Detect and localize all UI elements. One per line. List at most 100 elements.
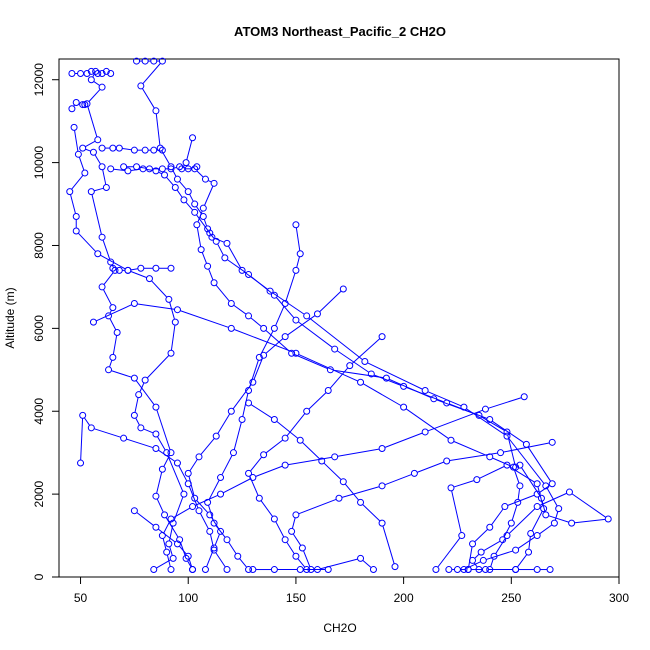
- series-segment: [449, 452, 498, 461]
- data-point: [92, 67, 100, 75]
- data-point: [94, 250, 102, 258]
- series-segment: [451, 490, 462, 533]
- data-point: [167, 264, 175, 272]
- series-segment: [228, 542, 237, 554]
- data-point: [167, 349, 175, 357]
- series-3: [66, 123, 188, 574]
- data-point: [193, 221, 201, 229]
- data-point: [507, 519, 515, 527]
- data-point: [270, 416, 278, 424]
- series-segment: [102, 240, 111, 260]
- data-point: [109, 264, 117, 272]
- data-point: [165, 540, 173, 548]
- data-point: [234, 552, 242, 560]
- data-point: [367, 370, 375, 378]
- data-point: [479, 556, 487, 564]
- series-segment: [295, 227, 301, 251]
- data-point: [270, 291, 278, 299]
- data-point: [245, 399, 253, 407]
- data-point: [447, 436, 455, 444]
- data-point: [130, 374, 138, 382]
- data-point: [102, 67, 110, 75]
- data-point: [152, 403, 160, 411]
- data-point: [173, 306, 181, 314]
- data-point: [378, 333, 386, 341]
- data-point: [238, 266, 246, 274]
- data-point: [72, 99, 80, 107]
- data-point: [331, 453, 339, 461]
- data-point: [115, 144, 123, 152]
- series-6: [204, 221, 304, 574]
- data-point: [180, 196, 188, 204]
- series-segment: [103, 289, 112, 306]
- data-point: [501, 503, 509, 511]
- data-point: [212, 432, 220, 440]
- data-point: [111, 266, 119, 274]
- series-segment: [298, 498, 337, 515]
- series-19: [120, 163, 201, 173]
- data-point: [260, 451, 268, 459]
- x-tick-label: 300: [609, 591, 629, 605]
- series-segment: [276, 421, 299, 439]
- series-segment: [113, 168, 125, 172]
- data-point: [481, 405, 489, 413]
- x-tick-label: 50: [74, 591, 88, 605]
- series-segment: [103, 272, 114, 285]
- series-segment: [186, 140, 193, 160]
- data-point: [135, 391, 143, 399]
- data-point: [189, 134, 197, 142]
- data-point: [292, 266, 300, 274]
- data-point: [109, 304, 117, 312]
- data-point: [158, 57, 166, 65]
- series-segment: [296, 256, 300, 268]
- series-segment: [546, 488, 558, 507]
- series-segment: [427, 409, 483, 432]
- series-segment: [157, 436, 166, 451]
- series-segment: [158, 171, 162, 175]
- series-segment: [539, 524, 553, 535]
- data-point: [324, 387, 332, 395]
- series-segment: [232, 384, 252, 409]
- data-point: [288, 349, 296, 357]
- series-segment: [155, 113, 161, 145]
- series-segment: [169, 546, 173, 556]
- data-point: [296, 250, 304, 258]
- series-segment: [491, 508, 504, 525]
- series-segment: [260, 330, 274, 355]
- data-point: [503, 532, 511, 540]
- data-point: [548, 438, 556, 446]
- data-point: [447, 484, 455, 492]
- data-point: [546, 566, 554, 574]
- data-point: [94, 136, 102, 144]
- series-segment: [204, 186, 214, 206]
- plot-area: [66, 57, 612, 574]
- series-segment: [112, 335, 118, 355]
- data-point: [145, 165, 153, 173]
- series-segment: [109, 318, 117, 330]
- series-segment: [214, 534, 220, 546]
- y-tick-label: 2000: [32, 480, 46, 507]
- series-segment: [201, 252, 207, 264]
- series-segment: [151, 280, 168, 298]
- data-point: [223, 566, 231, 574]
- series-segment: [242, 393, 249, 417]
- data-point: [548, 480, 556, 488]
- series-segment: [147, 355, 170, 379]
- data-point: [313, 310, 321, 318]
- series-segment: [468, 546, 473, 567]
- data-point: [89, 318, 97, 326]
- data-point: [486, 416, 494, 424]
- data-point: [533, 532, 541, 540]
- data-point: [245, 469, 253, 477]
- data-point: [281, 536, 289, 544]
- data-point: [516, 482, 524, 490]
- data-point: [245, 270, 253, 278]
- series-segment: [490, 559, 494, 567]
- data-point: [292, 221, 300, 229]
- series-segment: [437, 537, 461, 568]
- data-point: [201, 566, 209, 574]
- data-point: [245, 312, 253, 320]
- series-segment: [217, 243, 224, 256]
- series-segment: [265, 338, 284, 354]
- series-13: [130, 507, 197, 574]
